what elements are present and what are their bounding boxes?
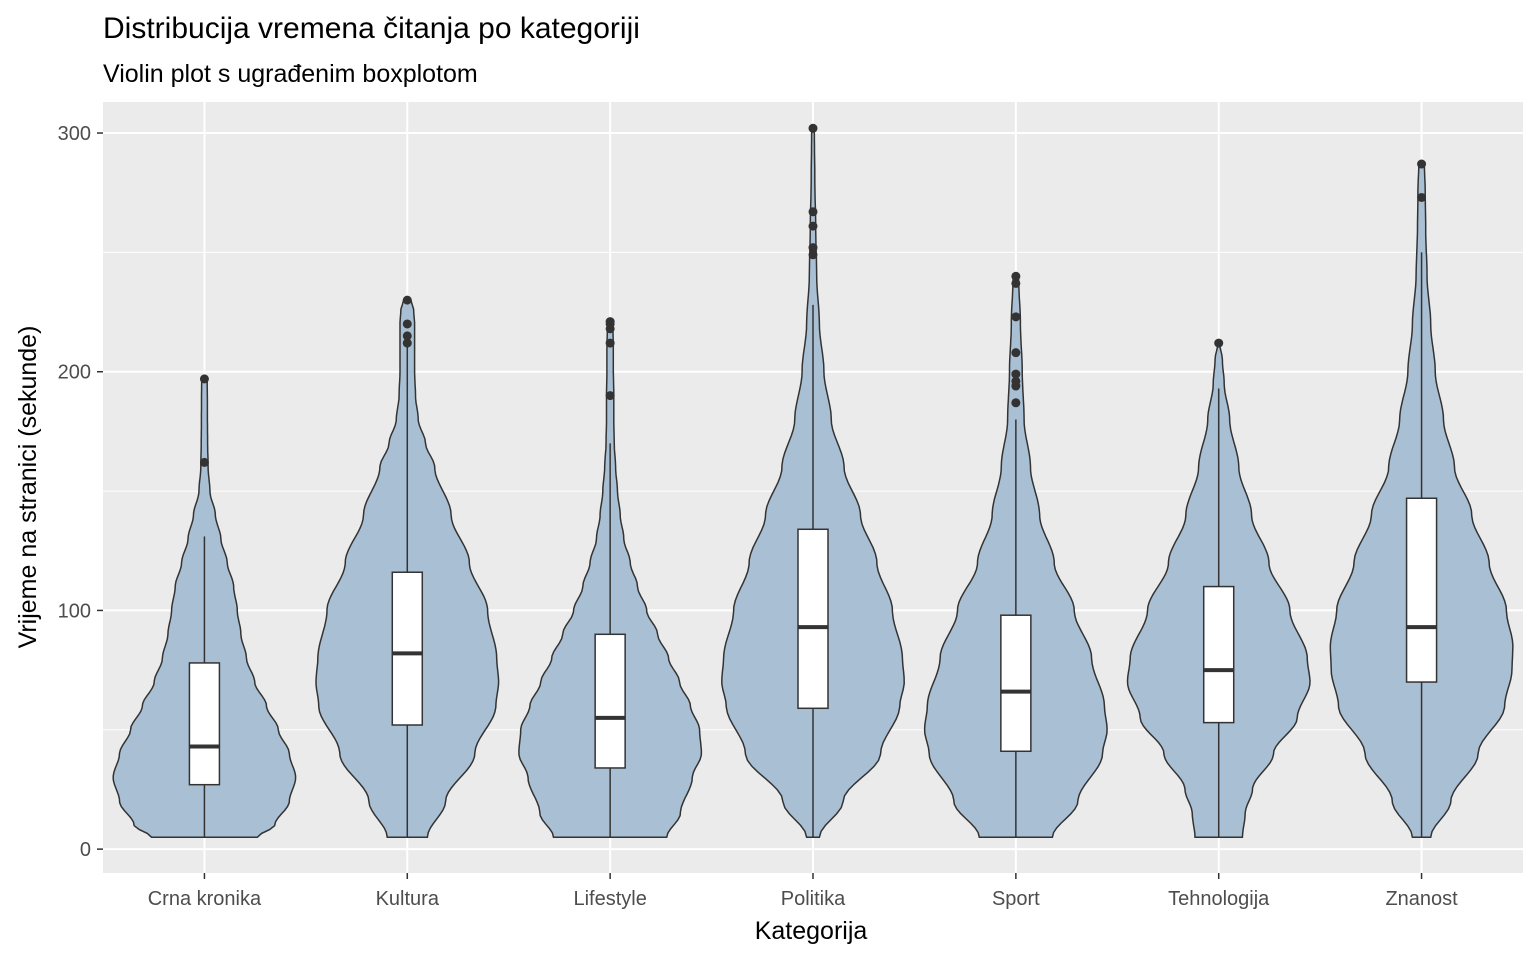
box-iqr xyxy=(1202,585,1235,724)
outlier-point xyxy=(1417,159,1427,169)
violins xyxy=(112,123,1514,838)
x-tick-label: Crna kronika xyxy=(148,888,262,910)
x-tick-label: Kultura xyxy=(376,888,440,910)
y-tick-label: 300 xyxy=(58,123,91,145)
outlier-point xyxy=(1011,398,1021,408)
outlier-point xyxy=(402,319,412,329)
box-iqr xyxy=(797,528,829,710)
box-iqr xyxy=(594,633,626,769)
box-iqr xyxy=(1000,614,1032,753)
box-iqr xyxy=(188,662,221,786)
outlier-point xyxy=(402,338,412,348)
outlier-point xyxy=(1011,348,1021,358)
x-tick-label: Lifestyle xyxy=(573,888,646,910)
y-tick-label: 200 xyxy=(58,362,91,384)
outlier-point xyxy=(808,250,818,260)
y-axis-title: Vrijeme na stranici (sekunde) xyxy=(14,326,42,649)
outlier-point xyxy=(1214,338,1224,348)
x-tick-label: Politika xyxy=(781,888,846,910)
outlier-point xyxy=(402,295,412,305)
outlier-point xyxy=(1011,376,1021,386)
x-axis-ticks: Crna kronika Kultura Lifestyle Politika Spor… xyxy=(148,873,1458,910)
outlier-point xyxy=(199,374,209,384)
outlier-point xyxy=(402,331,412,341)
outlier-point xyxy=(808,123,818,133)
outlier-point xyxy=(605,338,615,348)
outlier-point xyxy=(808,221,818,231)
y-axis-ticks: 0 100 200 300 xyxy=(58,123,103,861)
chart-title: Distribucija vremena čitanja po kategori… xyxy=(103,12,640,45)
outlier-point xyxy=(1417,192,1427,202)
x-tick-label: Znanost xyxy=(1385,888,1458,910)
outlier-point xyxy=(1011,312,1021,322)
outlier-point xyxy=(808,207,818,217)
box-iqr xyxy=(391,571,424,726)
x-tick-label: Sport xyxy=(992,888,1040,910)
y-tick-label: 100 xyxy=(58,600,91,622)
outlier-point xyxy=(1011,278,1021,288)
outlier-point xyxy=(605,317,615,327)
chart-subtitle: Violin plot s ugrađenim boxplotom xyxy=(103,60,478,88)
outlier-point xyxy=(1011,271,1021,281)
outlier-point xyxy=(808,243,818,253)
box-iqr xyxy=(1405,497,1438,683)
outlier-point xyxy=(605,391,615,401)
x-tick-label: Tehnologija xyxy=(1168,888,1270,910)
y-tick-label: 0 xyxy=(80,839,91,861)
outlier-point xyxy=(1011,369,1021,379)
outlier-point xyxy=(199,457,209,467)
x-axis-title: Kategorija xyxy=(755,917,868,945)
